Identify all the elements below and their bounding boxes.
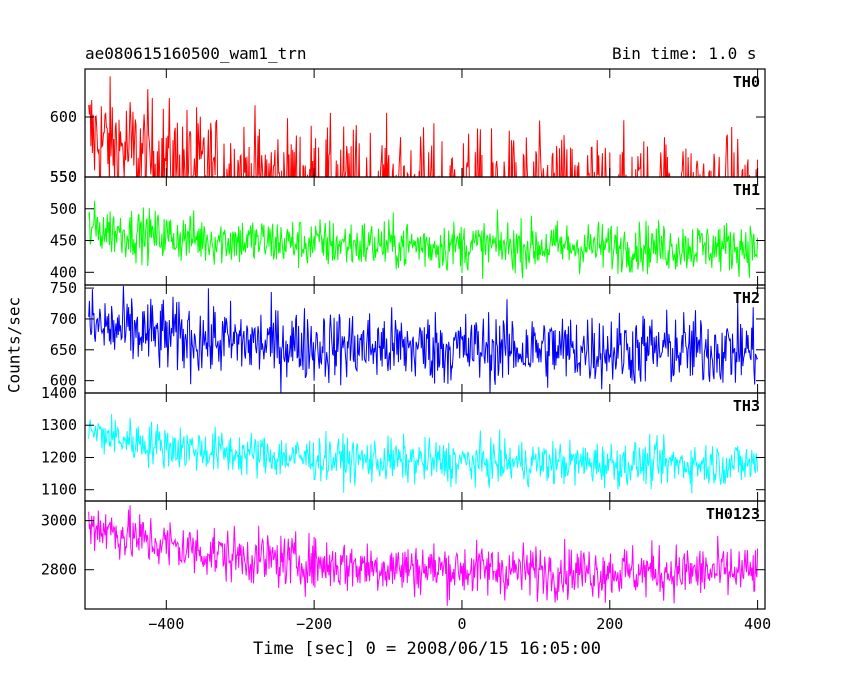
panel-label-th0: TH0 (733, 73, 760, 91)
x-tick-label: −200 (296, 615, 332, 633)
y-tick-label: 650 (50, 341, 77, 359)
y-tick-label: 550 (50, 168, 77, 186)
y-tick-label: 3000 (41, 512, 77, 530)
chart-title: ae080615160500_wam1_trn (85, 44, 307, 63)
y-tick-label: 600 (50, 108, 77, 126)
y-tick-label: 500 (50, 200, 77, 218)
x-tick-label: 400 (744, 615, 771, 633)
x-tick-label: −400 (148, 615, 184, 633)
y-tick-label: 750 (50, 279, 77, 297)
y-tick-label: 1200 (41, 448, 77, 466)
y-tick-label: 1300 (41, 416, 77, 434)
bin-time-label: Bin time: 1.0 s (612, 44, 757, 63)
series-line-th1 (88, 200, 759, 280)
y-tick-label: 400 (50, 263, 77, 281)
panel-frame-th1 (84, 176, 766, 286)
y-tick-label: 1100 (41, 481, 77, 499)
series-line-th3 (88, 413, 759, 494)
y-axis-label: Counts/sec (4, 296, 24, 394)
y-tick-label: 600 (50, 372, 77, 390)
series-line-th0123 (88, 505, 759, 606)
panel-label-th1: TH1 (733, 181, 760, 199)
y-tick-label: 1400 (41, 384, 77, 402)
x-axis-label: Time [sec] 0 = 2008/06/15 16:05:00 (253, 639, 601, 659)
panel-frame-th0123 (84, 500, 766, 610)
y-tick-label: 700 (50, 310, 77, 328)
y-tick-label: 2800 (41, 561, 77, 579)
x-tick-label: 0 (457, 615, 466, 633)
x-tick-label: 200 (596, 615, 623, 633)
panel-label-th3: TH3 (733, 397, 760, 415)
panel-label-th0123: TH0123 (706, 505, 760, 523)
series-line-th0 (88, 76, 759, 177)
y-tick-label: 450 (50, 232, 77, 250)
panel-label-th2: TH2 (733, 289, 760, 307)
series-line-th2 (88, 285, 759, 393)
y-tick-label: 550 (50, 168, 77, 186)
